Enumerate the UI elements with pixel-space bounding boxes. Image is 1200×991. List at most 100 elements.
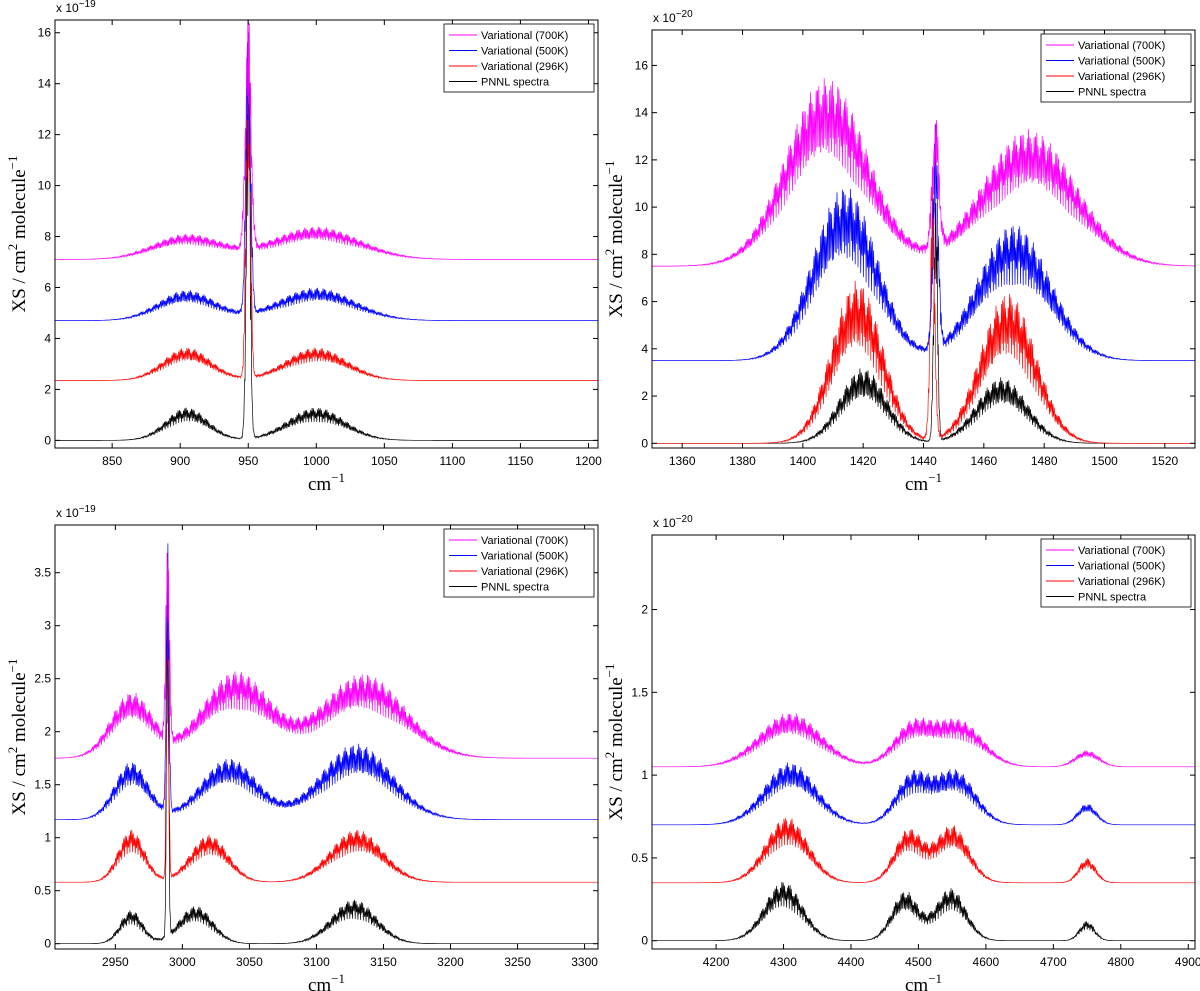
y-label-main: XS / cm bbox=[606, 255, 627, 318]
chart-panel-bottom-right: 4200 4300 4400 4500 4600 4700 4800 4900 0 0.5 1 1.5… bbox=[602, 514, 1200, 991]
chart-panel-top-right: 1360 1380 1400 1420 1440 1460 1480 1500 1520 0 2 4 6… bbox=[602, 9, 1196, 495]
x-axis-label: cm−1 bbox=[905, 470, 942, 495]
series-line-2 bbox=[55, 82, 598, 381]
series-group bbox=[652, 78, 1195, 444]
legend-entry: Variational (700K) bbox=[1078, 40, 1165, 52]
series-group bbox=[652, 713, 1195, 942]
series-group bbox=[55, 543, 598, 945]
series-line-3 bbox=[652, 203, 1195, 444]
y-exponent-label: x 10−20 bbox=[653, 514, 693, 530]
series-line-2 bbox=[652, 818, 1195, 884]
legend-entry: Variational (700K) bbox=[1078, 545, 1165, 557]
y-label-tail-sup: −1 bbox=[5, 155, 20, 169]
chart-panel-top-left: 850 900 950 1000 1050 1100 1150 1200 0 2 4 6 8 10 12 14… bbox=[5, 0, 602, 495]
x-tick-label: 3100 bbox=[303, 955, 330, 969]
chart-panel-bottom-left: 2950 3000 3050 3100 3150 3200 3250 3300 0 0.5 1 1.5… bbox=[5, 504, 599, 991]
exponent-power: −20 bbox=[676, 9, 693, 20]
y-tick-label: 3.5 bbox=[34, 566, 51, 580]
exponent-base: x 10 bbox=[653, 11, 676, 25]
y-label-sup: 2 bbox=[5, 747, 20, 754]
exponent-power: −19 bbox=[79, 0, 96, 10]
y-tick-label: 0.5 bbox=[631, 851, 648, 865]
x-label-sup: −1 bbox=[928, 470, 942, 485]
legend-entry: Variational (500K) bbox=[481, 551, 568, 563]
x-tick-label: 4900 bbox=[1175, 955, 1200, 969]
legend-entry: Variational (500K) bbox=[1078, 561, 1165, 573]
y-tick-label: 14 bbox=[38, 77, 52, 91]
x-tick-label: 1000 bbox=[303, 454, 330, 468]
legend: Variational (700K) Variational (500K) Vari… bbox=[443, 23, 595, 93]
legend-entry: Variational (296K) bbox=[481, 566, 568, 578]
legend: Variational (700K) Variational (500K) Vari… bbox=[443, 528, 595, 598]
y-tick-label: 6 bbox=[44, 281, 51, 295]
x-label-sup: −1 bbox=[331, 470, 345, 485]
y-label-main: XS / cm bbox=[606, 758, 627, 821]
x-tick-label: 4600 bbox=[973, 955, 1000, 969]
legend-entry: PNNL spectra bbox=[1078, 87, 1147, 99]
series-line-3 bbox=[55, 34, 598, 441]
x-tick-label: 1050 bbox=[371, 454, 398, 468]
x-tick-label: 1150 bbox=[508, 454, 534, 468]
y-tick-label: 2.5 bbox=[34, 672, 51, 686]
x-label-sup: −1 bbox=[928, 971, 942, 986]
y-axis-label: XS / cm2 molecule−1 bbox=[602, 663, 627, 820]
axes-box bbox=[54, 524, 599, 950]
series-line-1 bbox=[652, 762, 1195, 826]
x-label-main: cm bbox=[308, 975, 331, 991]
y-tick-label: 10 bbox=[38, 179, 52, 193]
x-tick-label: 4300 bbox=[770, 955, 797, 969]
legend: Variational (700K) Variational (500K) Vari… bbox=[1040, 538, 1192, 608]
y-tick-label: 0 bbox=[641, 436, 648, 450]
y-exponent-label: x 10−19 bbox=[56, 0, 96, 15]
x-tick-label: 900 bbox=[170, 454, 190, 468]
y-tick-label: 1.5 bbox=[631, 685, 648, 699]
x-tick-label: 1440 bbox=[910, 454, 937, 468]
legend-entry: Variational (296K) bbox=[481, 61, 568, 73]
y-tick-label: 6 bbox=[641, 295, 648, 309]
y-label-tail-sup: −1 bbox=[602, 663, 617, 677]
x-tick-label: 1360 bbox=[669, 454, 696, 468]
series-line-2 bbox=[652, 181, 1195, 444]
x-tick-label: 4800 bbox=[1107, 955, 1134, 969]
x-tick-label: 3250 bbox=[504, 955, 531, 969]
x-tick-label: 3000 bbox=[169, 955, 196, 969]
legend-entry: PNNL spectra bbox=[1078, 592, 1147, 604]
axes-box bbox=[54, 19, 599, 449]
y-label-tail-sup: −1 bbox=[602, 160, 617, 174]
legend-entry: Variational (700K) bbox=[481, 535, 568, 547]
y-tick-label: 1 bbox=[641, 768, 648, 782]
series-group bbox=[55, 20, 598, 441]
y-tick-label: 2 bbox=[44, 725, 51, 739]
series-line-0 bbox=[652, 78, 1195, 267]
exponent-power: −20 bbox=[676, 514, 693, 525]
legend-entry: Variational (500K) bbox=[1078, 56, 1165, 68]
legend-entry: Variational (296K) bbox=[1078, 71, 1165, 83]
y-tick-label: 14 bbox=[635, 106, 649, 120]
series-line-1 bbox=[652, 124, 1195, 361]
exponent-base: x 10 bbox=[653, 516, 676, 530]
series-line-3 bbox=[55, 607, 598, 945]
x-tick-label: 4700 bbox=[1040, 955, 1067, 969]
x-tick-label: 3150 bbox=[370, 955, 397, 969]
x-tick-label: 850 bbox=[102, 454, 122, 468]
y-axis-label: XS / cm2 molecule−1 bbox=[602, 160, 627, 317]
y-tick-label: 3 bbox=[44, 619, 51, 633]
series-line-2 bbox=[55, 582, 598, 883]
y-tick-label: 1 bbox=[44, 831, 51, 845]
y-tick-label: 0 bbox=[641, 934, 648, 948]
x-tick-label: 1520 bbox=[1151, 454, 1178, 468]
y-tick-label: 8 bbox=[44, 230, 51, 244]
legend-entry: PNNL spectra bbox=[481, 582, 550, 594]
legend: Variational (700K) Variational (500K) Vari… bbox=[1040, 33, 1192, 103]
y-axis-label: XS / cm2 molecule−1 bbox=[5, 658, 30, 815]
x-axis-label: cm−1 bbox=[905, 971, 942, 991]
x-tick-label: 4200 bbox=[703, 955, 730, 969]
y-label-sup: 2 bbox=[602, 249, 617, 256]
y-tick-label: 2 bbox=[44, 382, 51, 396]
x-label-sup: −1 bbox=[331, 971, 345, 986]
x-tick-label: 1500 bbox=[1091, 454, 1118, 468]
series-line-0 bbox=[55, 20, 598, 260]
x-tick-label: 4500 bbox=[905, 955, 932, 969]
y-label-sup: 2 bbox=[602, 752, 617, 759]
legend-entry: Variational (296K) bbox=[1078, 576, 1165, 588]
